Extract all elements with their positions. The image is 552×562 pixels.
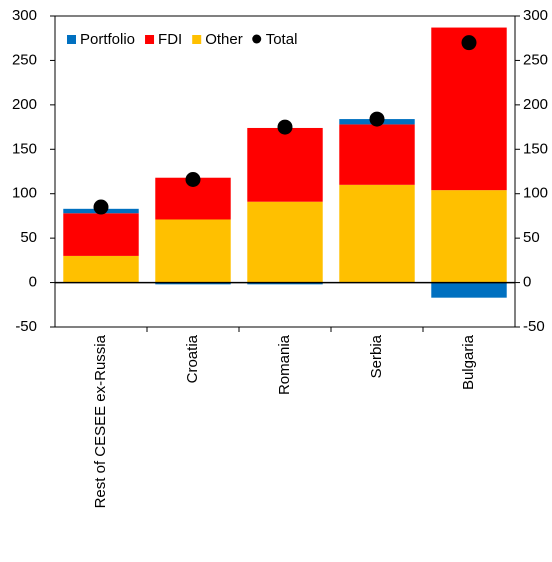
- y-tick-label: 200: [12, 96, 37, 113]
- y-tick-label: 100: [12, 185, 37, 202]
- bar-segment: [247, 282, 323, 285]
- legend-label: FDI: [158, 31, 182, 48]
- y2-tick-label: 250: [523, 51, 548, 68]
- bar-segment: [155, 219, 231, 283]
- bar-segment: [431, 27, 507, 191]
- bar-segment: [431, 282, 507, 298]
- y-tick-label: 50: [20, 229, 37, 246]
- bar-segment: [247, 201, 323, 283]
- legend-label: Portfolio: [80, 31, 135, 48]
- x-tick-label: Croatia: [184, 334, 201, 383]
- legend-marker: [252, 34, 262, 44]
- bar-segment: [247, 127, 323, 202]
- legend-label: Total: [266, 31, 298, 48]
- y2-tick-label: 100: [523, 185, 548, 202]
- legend-swatch: [67, 35, 76, 44]
- plot-frame: [54, 15, 516, 328]
- y2-tick-label: 50: [523, 229, 540, 246]
- total-dot: [461, 35, 477, 51]
- y-tick-label: 300: [12, 7, 37, 24]
- y-tick-label: 250: [12, 51, 37, 68]
- y-tick-label: 0: [29, 274, 37, 291]
- x-tick-label: Serbia: [368, 334, 385, 378]
- y-tick-label: 150: [12, 140, 37, 157]
- x-tick-label: Bulgaria: [460, 334, 477, 390]
- total-dot: [185, 171, 201, 187]
- x-tick-label: Romania: [276, 334, 293, 395]
- y-tick-label: -50: [15, 318, 37, 335]
- bar-segment: [155, 282, 231, 285]
- total-dot: [277, 119, 293, 135]
- legend-label: Other: [205, 31, 243, 48]
- y2-tick-label: -50: [523, 318, 545, 335]
- legend-swatch: [145, 35, 155, 44]
- bar-segment: [63, 255, 139, 283]
- y2-tick-label: 0: [523, 274, 531, 291]
- y2-tick-label: 150: [523, 140, 548, 157]
- x-tick-label: Rest of CESEE ex-Russia: [92, 334, 109, 508]
- bar-segment: [431, 190, 507, 283]
- y2-tick-label: 300: [523, 7, 548, 24]
- total-dot: [93, 199, 109, 215]
- legend-swatch: [192, 35, 202, 44]
- bar-segment: [339, 184, 415, 283]
- bar-segment: [63, 213, 139, 256]
- y2-tick-label: 200: [523, 96, 548, 113]
- total-dot: [369, 111, 385, 127]
- bar-segment: [339, 124, 415, 185]
